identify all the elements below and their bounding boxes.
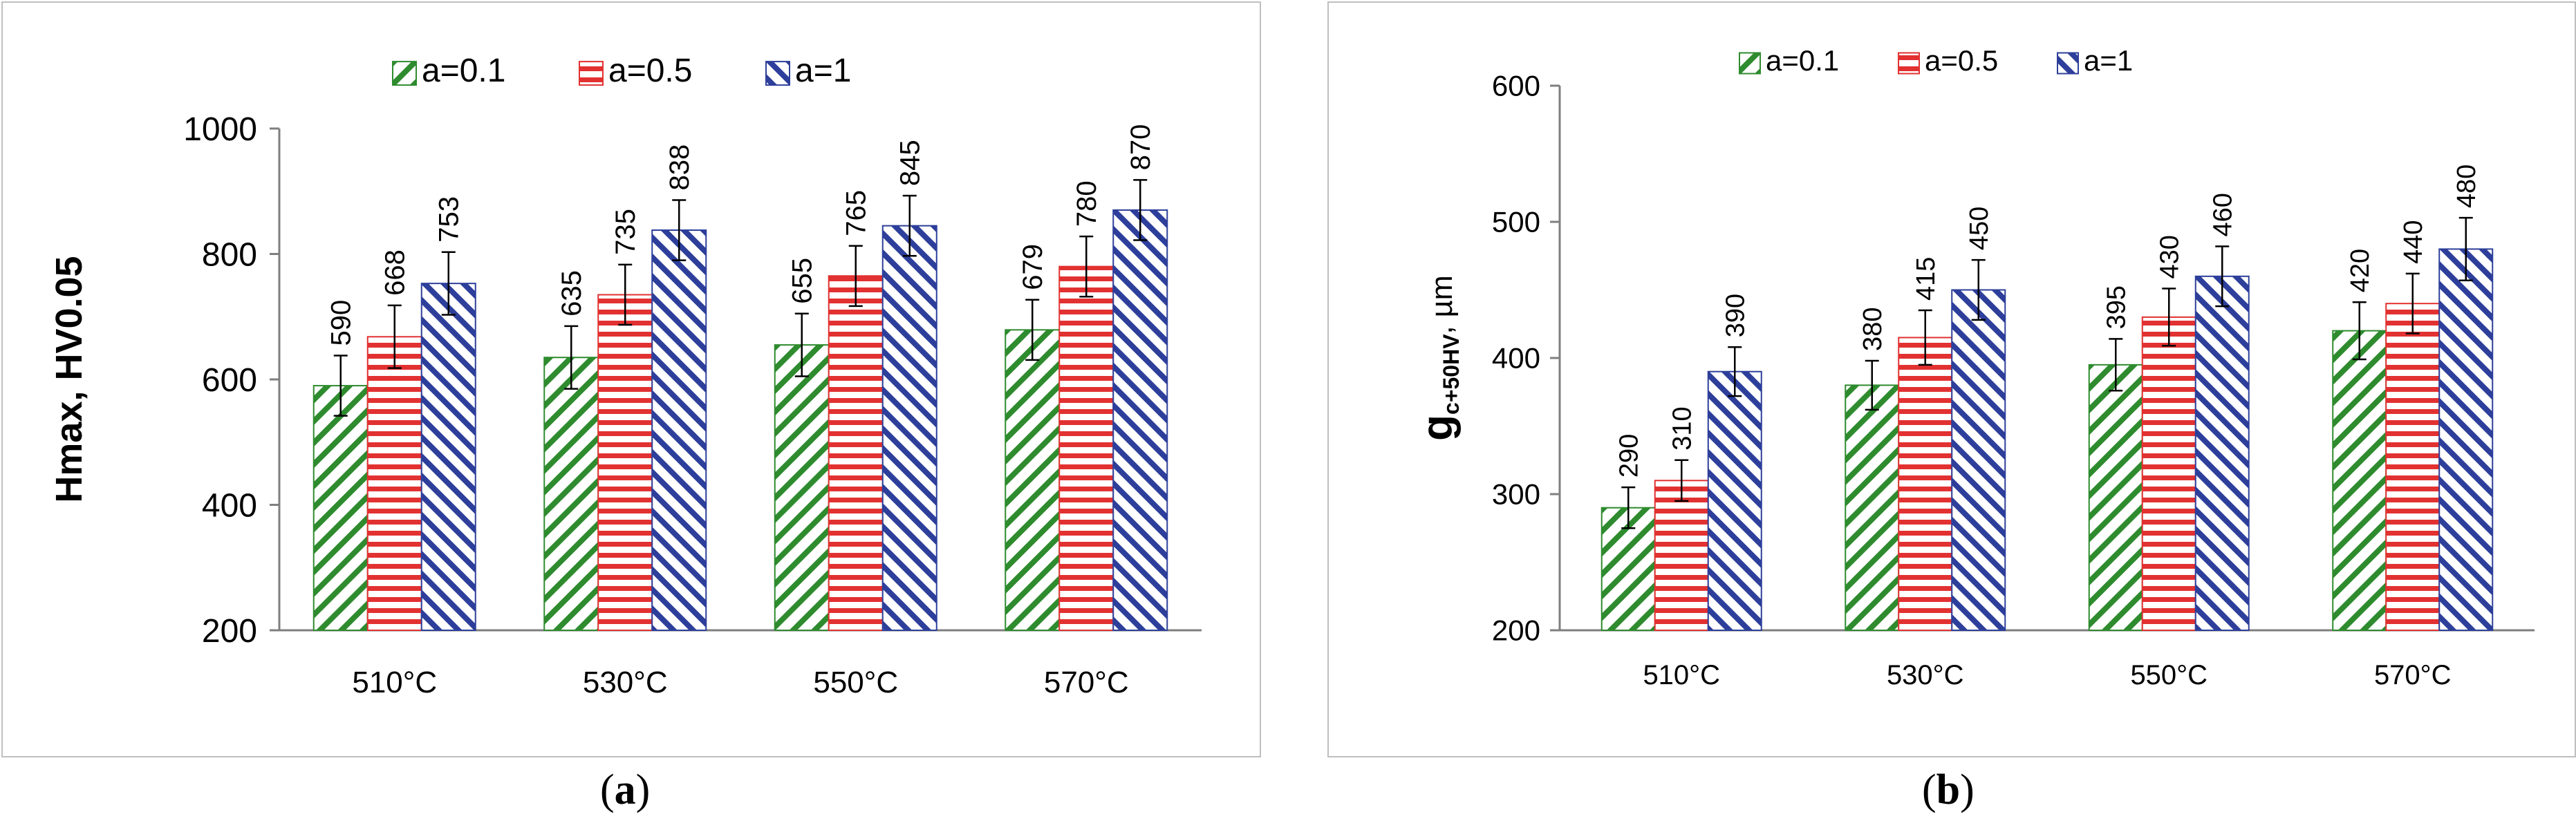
x-category-label: 530°C [1887,660,1964,690]
bar-green [1845,384,1900,632]
bar-value-label: 460 [2209,193,2238,236]
bar-blue [651,229,707,631]
legend-swatch-green [1739,52,1761,75]
y-axis-title-main: g [1414,415,1462,441]
y-tick-label: 800 [202,236,257,273]
bar-value-label: 310 [1668,406,1697,450]
bar-blue [1112,209,1168,632]
bar-red [828,275,884,631]
bar-value-label: 415 [1912,257,1941,301]
legend-swatch-blue [2057,52,2079,75]
y-tick-label: 200 [1492,614,1540,647]
bar-red [1898,337,1953,631]
bar-green [312,385,368,631]
bar-value-label: 845 [895,140,926,186]
bar-value-label: 380 [1858,308,1887,351]
legend-label: a=1 [795,53,851,89]
legend-label: a=0.5 [1925,44,1998,77]
bar-red [1058,265,1114,631]
legend-label: a=0.1 [422,53,505,89]
x-category-label: 510°C [1643,660,1720,690]
chart-panel-a: 200 400 600 800 1000 Hmax, HV0.05 590 668 753 510… [48,53,1202,699]
bar-blue [2194,275,2250,631]
bar-value-label: 679 [1018,244,1048,290]
chart-panel-b: 200 300 400 500 600 gc+50HV, µm 290 310 390 510°C… [1414,44,2535,690]
y-axis-title: Hmax, HV0.05 [48,256,90,502]
legend-label: a=1 [2084,44,2133,77]
y-tick-label: 600 [202,362,257,399]
x-category-label: 570°C [2374,660,2452,690]
bar-value-label: 480 [2452,164,2481,208]
bar-blue [420,283,476,631]
x-category-label: 550°C [813,666,898,699]
y-axis-title-rest: , HV0.05 [48,256,90,401]
panel-b-caption: (b) [1922,766,1975,815]
bar-blue [2438,248,2494,631]
legend-swatch-red [1898,52,1920,75]
bar-value-label: 440 [2399,220,2428,263]
bar-green [2088,364,2143,631]
y-axis-title-main: Hmax [48,402,90,503]
y-tick-label: 400 [1492,342,1540,375]
x-category-label: 570°C [1044,666,1129,699]
caption-letter: a [614,766,636,813]
y-tick-label: 500 [1492,206,1540,238]
bar-green [2332,330,2387,631]
panel-a-caption: (a) [600,766,650,815]
legend-label: a=0.5 [608,53,692,89]
bar-value-label: 780 [1072,180,1102,227]
legend-swatch-blue [765,61,790,86]
bar-value-label: 450 [1965,207,1994,250]
bar-value-label: 735 [610,209,641,255]
y-tick-label: 400 [202,487,257,524]
bar-value-label: 870 [1126,124,1156,171]
legend-swatch-red [579,61,604,86]
bar-value-label: 395 [2102,285,2131,329]
y-axis-title-sub: c+50HV [1439,334,1464,415]
legend-swatch-green [392,61,417,86]
bar-value-label: 765 [841,190,872,236]
bar-blue [881,225,937,632]
bar-value-label: 753 [434,196,465,243]
bar-value-label: 838 [664,144,695,191]
bar-value-label: 655 [787,258,818,304]
x-category-label: 530°C [583,666,668,699]
caption-close: ) [1960,766,1975,813]
bar-red [366,336,422,631]
bar-value-label: 635 [557,270,587,317]
bar-green [543,357,599,631]
x-category-label: 550°C [2130,660,2208,690]
bar-value-label: 390 [1721,294,1751,337]
bar-red [2141,316,2196,631]
bar-blue [1951,289,2006,631]
y-tick-label: 200 [202,613,257,650]
bar-red [2385,303,2440,631]
bar-value-label: 668 [380,249,411,296]
legend-label: a=0.1 [1766,44,1839,77]
bar-value-label: 430 [2156,235,2185,279]
bar-red [597,294,653,631]
bar-value-label: 590 [326,300,357,346]
caption-close: ) [635,766,651,813]
bar-value-label: 290 [1615,434,1644,478]
bar-value-label: 420 [2346,249,2375,292]
x-category-label: 510°C [352,666,437,699]
caption-letter: b [1936,766,1961,813]
y-tick-label: 600 [1492,70,1540,102]
caption-open: ( [1922,766,1936,813]
y-tick-label: 1000 [183,111,257,148]
bar-green [774,344,830,631]
y-tick-label: 300 [1492,478,1540,511]
y-axis-title: gc+50HV, µm [1414,275,1464,441]
caption-open: ( [600,766,615,813]
y-axis-title-rest: , µm [1426,275,1459,334]
bar-red [1654,480,1709,631]
bar-green [1005,329,1061,631]
bar-blue [1707,370,1762,631]
